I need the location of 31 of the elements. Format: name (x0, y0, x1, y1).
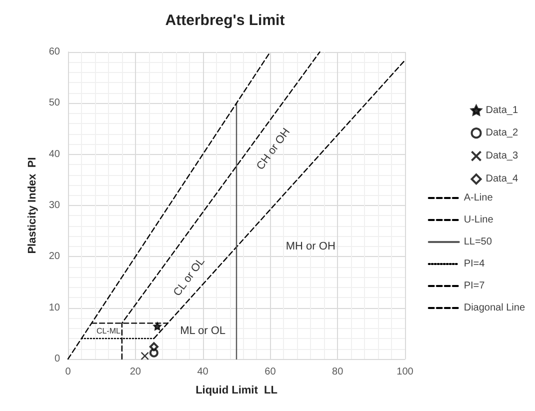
x-tick-label: 100 (396, 366, 414, 378)
x-tick-label: 60 (264, 366, 276, 378)
y-tick-label: 60 (48, 46, 60, 58)
chart-title: Atterbreg's Limit (165, 12, 285, 29)
annotation: CL or OL (171, 256, 208, 299)
legend-label: Data_3 (486, 150, 518, 162)
y-tick-label: 20 (48, 251, 60, 262)
annotation: MH or OH (286, 240, 336, 252)
legend-label: Data_1 (486, 104, 518, 116)
legend-label: Diagonal Line (464, 302, 526, 314)
legend-label: Data_2 (486, 128, 518, 139)
x-tick-label: 40 (197, 366, 209, 378)
y-tick-label: 10 (48, 302, 60, 314)
y-axis-title: Plasticity Index PI (26, 157, 38, 254)
legend-label: U-Line (464, 214, 494, 226)
x-tick-label: 20 (130, 366, 142, 378)
annotation: CL-ML (96, 326, 121, 336)
legend-label: Data_4 (486, 174, 518, 185)
x-tick-label: 80 (332, 366, 344, 378)
legend-label: A-Line (464, 192, 494, 204)
annotation: CH or OH (254, 126, 293, 172)
x-axis-title: Liquid Limit LL (196, 384, 278, 396)
y-tick-label: 0 (54, 354, 60, 364)
y-tick-label: 50 (48, 98, 60, 109)
annotation: ML or OL (180, 324, 226, 337)
x-tick-label: 0 (65, 366, 72, 378)
legend-label: LL=50 (464, 236, 492, 248)
y-tick-label: 40 (48, 148, 60, 160)
y-tick-label: 30 (48, 200, 60, 211)
legend-label: PI=7 (464, 280, 486, 292)
legend-label: PI=4 (464, 258, 486, 270)
